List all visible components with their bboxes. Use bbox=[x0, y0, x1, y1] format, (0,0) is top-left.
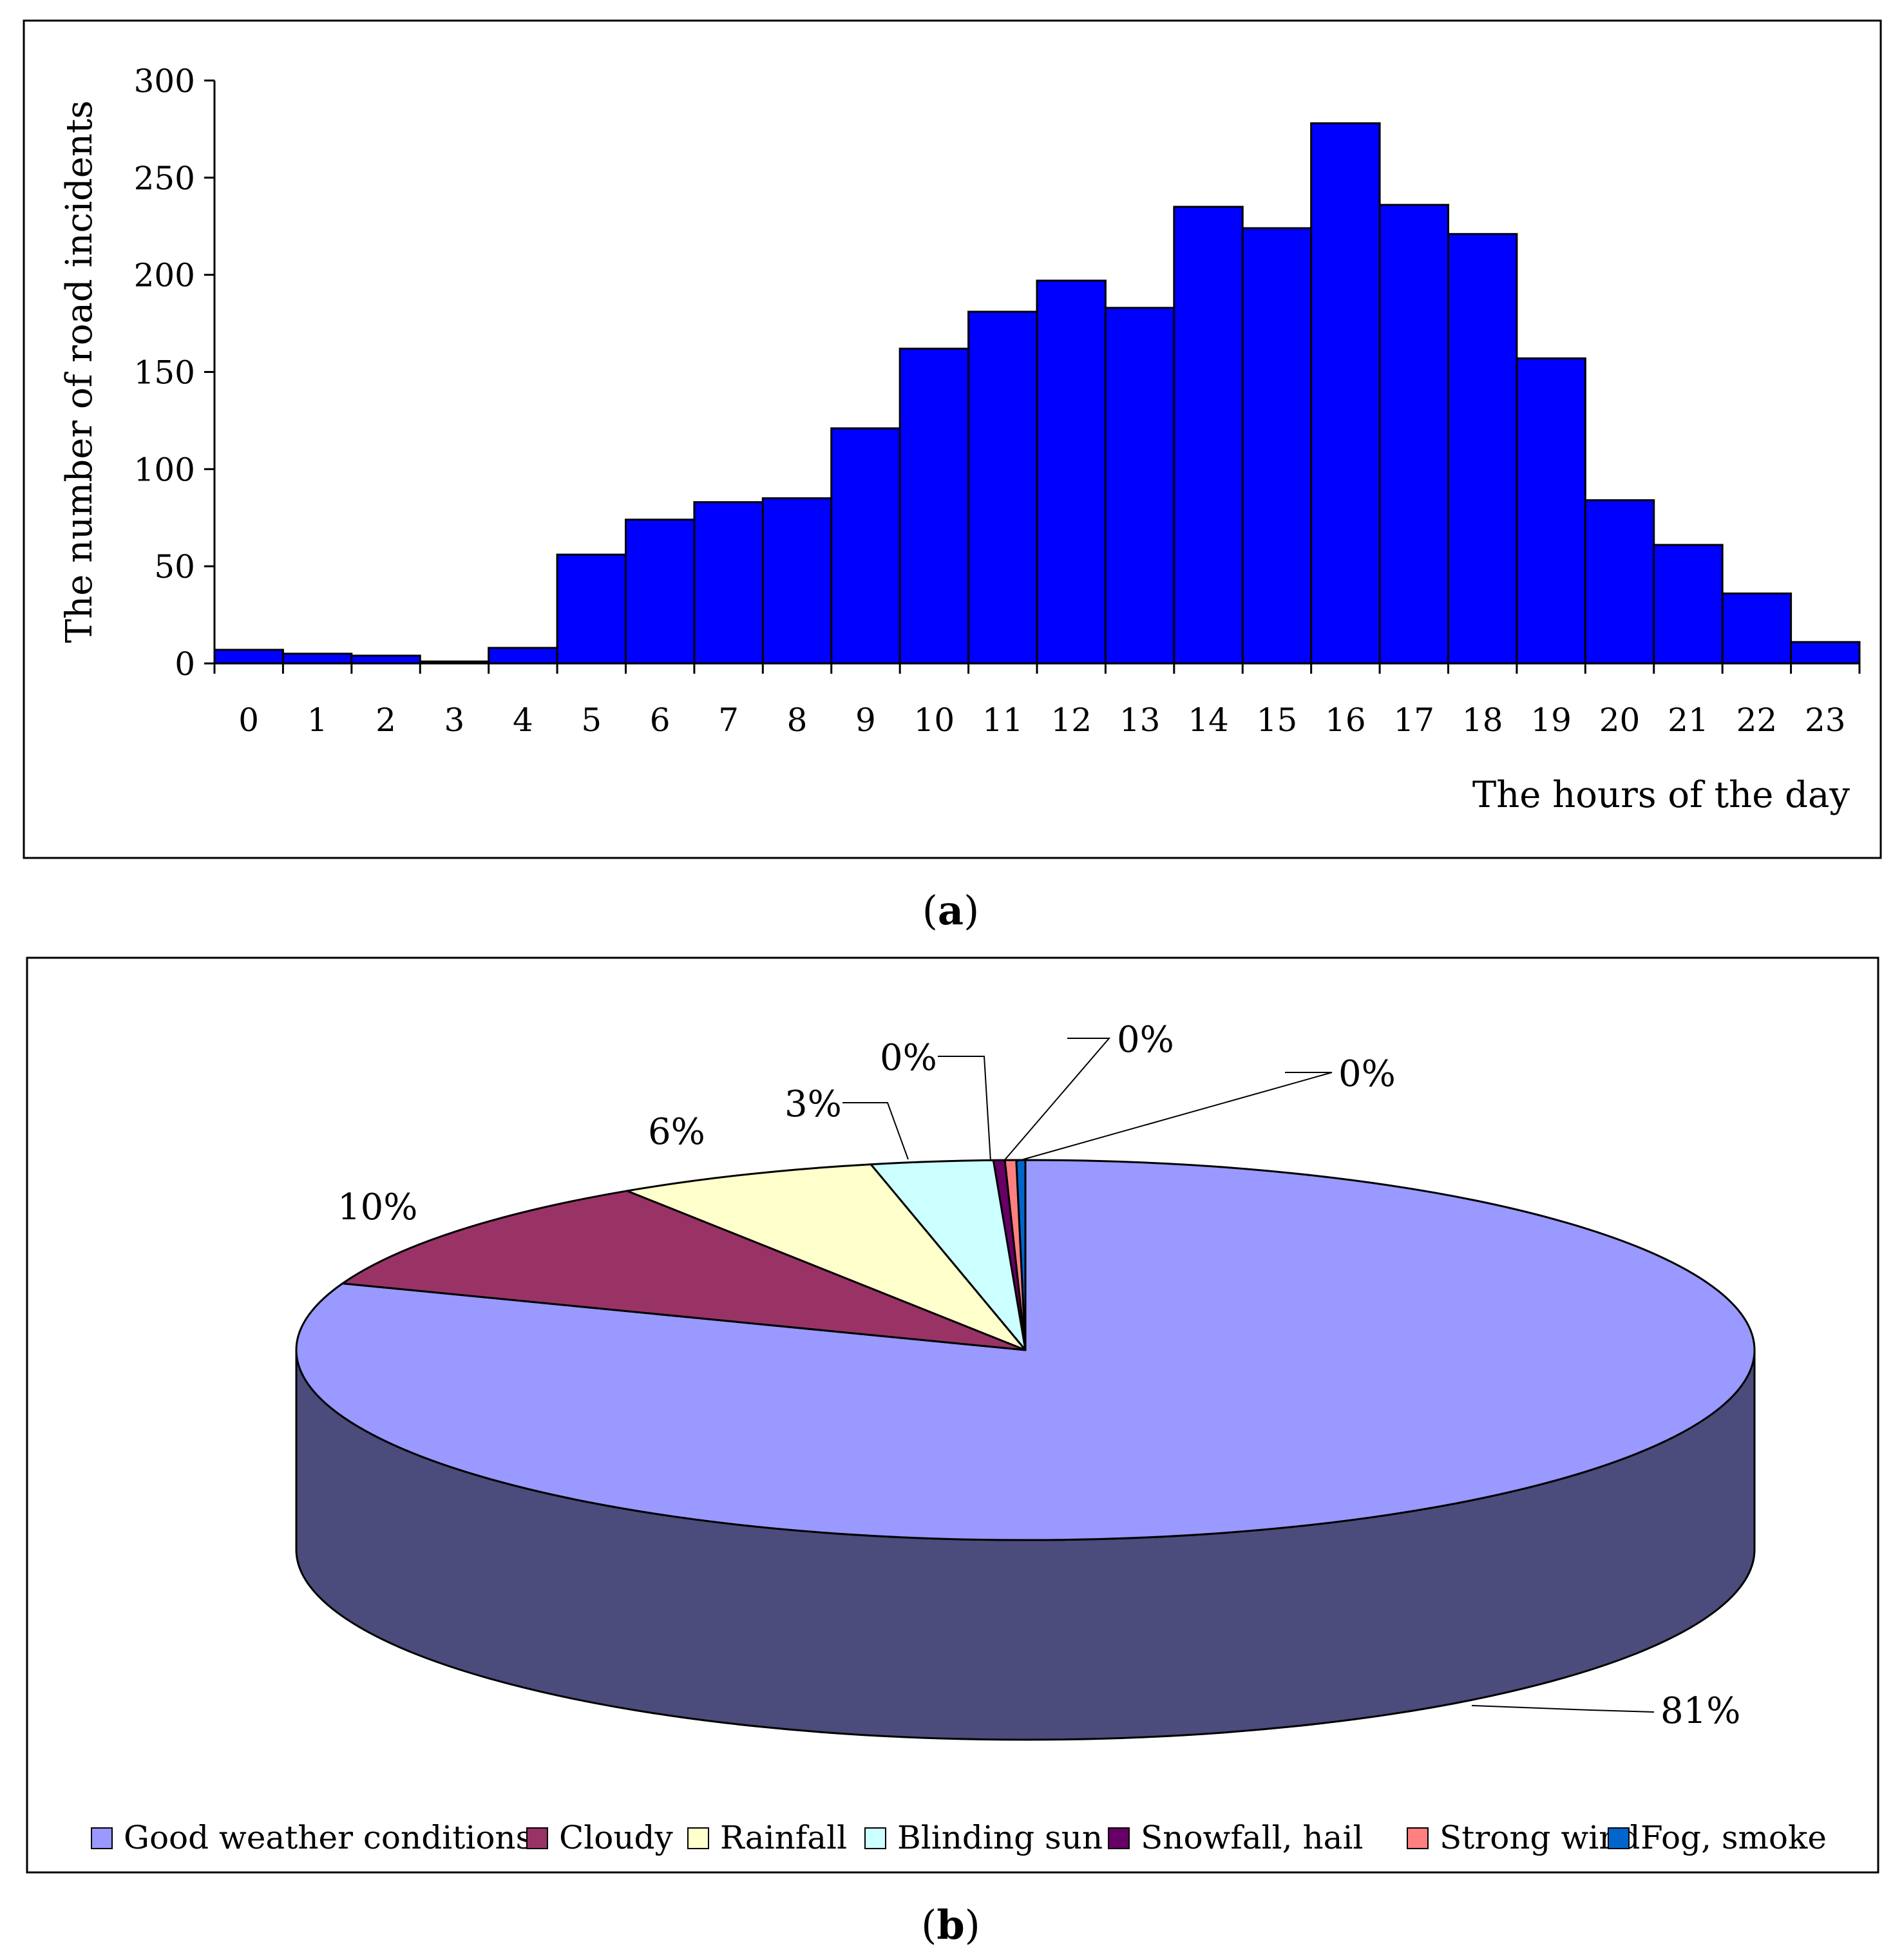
y-tick-label: 300 bbox=[134, 62, 195, 100]
y-axis-label: The number of road incidents bbox=[59, 100, 100, 643]
pie-slice-good-weather-conditions bbox=[295, 1159, 1756, 1541]
pie-percent-label: 0% bbox=[1117, 1019, 1174, 1061]
bar-hour-20 bbox=[1584, 499, 1655, 665]
bar-hour-21 bbox=[1653, 544, 1724, 665]
x-tick-label: 22 bbox=[1736, 701, 1778, 739]
bar-hour-22 bbox=[1721, 592, 1793, 665]
x-tick-label: 18 bbox=[1462, 701, 1503, 739]
bar-hour-0 bbox=[213, 649, 284, 665]
pie-percent-label: 0% bbox=[1338, 1053, 1396, 1095]
bar-hour-6 bbox=[625, 519, 696, 665]
bar-hour-2 bbox=[350, 654, 421, 665]
x-axis-label: The hours of the day bbox=[1472, 774, 1850, 816]
bar-hour-15 bbox=[1241, 227, 1313, 665]
legend-label: Good weather conditions bbox=[124, 1819, 532, 1856]
legend-swatch bbox=[864, 1827, 886, 1849]
bar-hour-5 bbox=[556, 553, 627, 665]
pie-percent-label: 6% bbox=[648, 1111, 705, 1153]
x-tick-label: 19 bbox=[1530, 701, 1572, 739]
legend-label: Blinding sun bbox=[897, 1819, 1103, 1856]
legend-swatch bbox=[526, 1827, 548, 1849]
bar-hour-12 bbox=[1036, 280, 1107, 665]
leader-line bbox=[842, 1102, 909, 1160]
x-tick-label: 5 bbox=[581, 701, 602, 739]
pie-percent-label: 0% bbox=[880, 1037, 937, 1079]
legend-swatch bbox=[1608, 1827, 1630, 1849]
legend-swatch bbox=[687, 1827, 709, 1849]
bar-hour-10 bbox=[899, 347, 970, 665]
bar-hour-23 bbox=[1790, 641, 1861, 665]
bar-hour-1 bbox=[281, 652, 353, 665]
bar-hour-7 bbox=[693, 501, 764, 665]
pie-slice-cloudy bbox=[341, 1190, 1027, 1351]
bar-hour-19 bbox=[1516, 357, 1586, 665]
x-tick-label: 21 bbox=[1668, 701, 1709, 739]
y-tick-label: 0 bbox=[175, 645, 195, 683]
x-tick-label: 4 bbox=[513, 701, 533, 739]
pie-percent-label: 10% bbox=[338, 1186, 417, 1228]
legend-swatch bbox=[1108, 1827, 1130, 1849]
y-tick-label: 50 bbox=[154, 548, 195, 585]
pie-percent-label: 81% bbox=[1660, 1690, 1740, 1732]
x-tick-label: 20 bbox=[1599, 701, 1640, 739]
x-tick-label: 7 bbox=[718, 701, 739, 739]
leader-line bbox=[1003, 1038, 1111, 1162]
y-tick-label: 150 bbox=[134, 354, 195, 392]
legend-swatch bbox=[91, 1827, 113, 1849]
bar-hour-8 bbox=[761, 497, 833, 665]
legend-label: Cloudy bbox=[559, 1819, 674, 1856]
x-tick-label: 13 bbox=[1119, 701, 1161, 739]
legend-label: Rainfall bbox=[720, 1819, 847, 1856]
bar-hour-18 bbox=[1447, 233, 1518, 665]
x-tick-label: 3 bbox=[444, 701, 465, 739]
bar-hour-17 bbox=[1378, 204, 1449, 665]
x-tick-label: 2 bbox=[376, 701, 396, 739]
y-tick-label: 100 bbox=[134, 451, 195, 488]
pie-slice-rainfall bbox=[625, 1163, 1027, 1351]
x-tick-label: 14 bbox=[1188, 701, 1229, 739]
leader-line bbox=[938, 1056, 991, 1162]
bar-hour-11 bbox=[967, 310, 1038, 665]
y-tick-label: 200 bbox=[134, 257, 195, 294]
x-tick-label: 8 bbox=[787, 701, 808, 739]
panel-a-caption: (a) bbox=[922, 887, 980, 934]
pie-percent-label: 3% bbox=[785, 1083, 842, 1125]
bar-hour-4 bbox=[488, 647, 558, 665]
x-tick-label: 12 bbox=[1051, 701, 1092, 739]
x-tick-label: 6 bbox=[650, 701, 670, 739]
x-tick-label: 1 bbox=[307, 701, 328, 739]
legend-label: Fog, smoke bbox=[1640, 1819, 1827, 1856]
panel-b-caption: (b) bbox=[921, 1901, 980, 1948]
x-tick-label: 23 bbox=[1805, 701, 1846, 739]
x-tick-label: 11 bbox=[982, 701, 1023, 739]
bar-hour-13 bbox=[1104, 307, 1175, 665]
leader-line bbox=[1016, 1072, 1333, 1162]
x-tick-label: 15 bbox=[1257, 701, 1298, 739]
x-tick-label: 10 bbox=[914, 701, 955, 739]
pie-chart-panel: 81% 10% 6% 3% 0% 0% 0% Good weather conditions… bbox=[26, 956, 1879, 1874]
bar-hour-9 bbox=[830, 427, 901, 665]
x-tick-label: 0 bbox=[238, 701, 259, 739]
legend-swatch bbox=[1407, 1827, 1429, 1849]
y-tick-label: 250 bbox=[134, 160, 195, 197]
x-tick-label: 16 bbox=[1325, 701, 1366, 739]
x-tick-label: 9 bbox=[855, 701, 876, 739]
bar-hour-14 bbox=[1173, 205, 1244, 665]
legend-label: Snowfall, hail bbox=[1141, 1819, 1363, 1856]
legend-label: Strong wind bbox=[1440, 1819, 1640, 1856]
bar-hour-16 bbox=[1310, 122, 1381, 665]
leader-line bbox=[1471, 1705, 1655, 1713]
x-tick-label: 17 bbox=[1393, 701, 1434, 739]
